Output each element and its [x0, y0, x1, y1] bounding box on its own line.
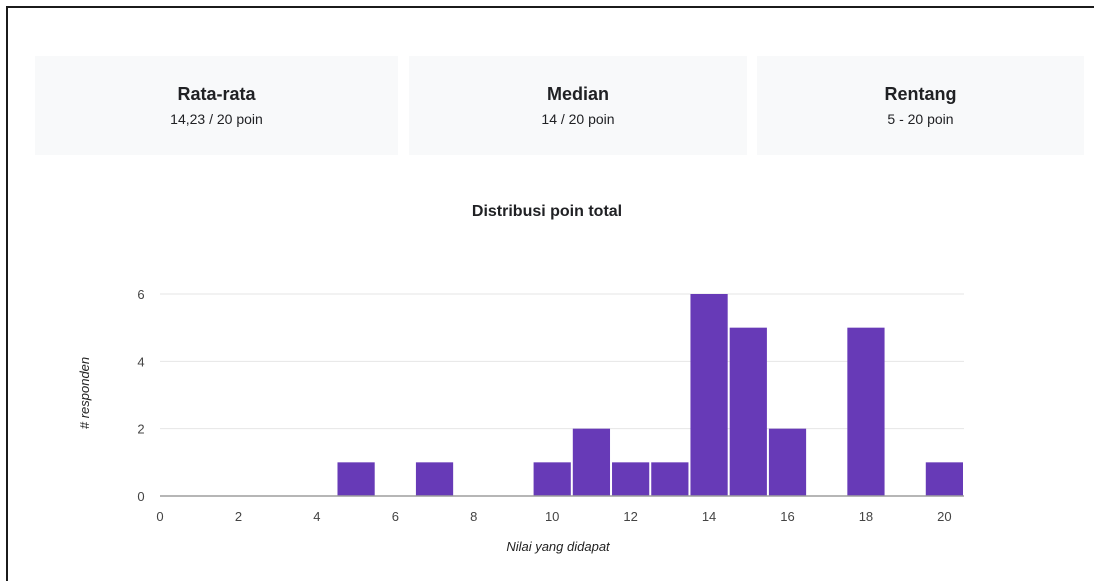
histogram-bar [768, 428, 807, 496]
histogram-bar [415, 462, 454, 496]
median-label: Median [546, 84, 609, 104]
x-tick-label: 0 [156, 509, 163, 524]
histogram-bar [612, 462, 650, 496]
y-tick-label: 2 [137, 422, 144, 437]
mean-value: 14,23 / 20 poin [170, 111, 263, 127]
median-value: 14 / 20 poin [541, 111, 615, 127]
y-tick-label: 4 [137, 354, 144, 369]
x-tick-label: 18 [859, 509, 873, 524]
histogram-bar [651, 462, 689, 496]
x-axis-title: Nilai yang didapat [506, 539, 611, 554]
x-tick-label: 12 [623, 509, 637, 524]
mean-summary-card: Rata-rata 14,23 / 20 poin [35, 56, 398, 155]
histogram-bar [729, 327, 767, 496]
histogram-bar [337, 462, 375, 496]
range-summary-card: Rentang 5 - 20 poin [757, 56, 1084, 155]
axes: 0 2 4 6 0 2 4 6 8 10 12 14 16 18 20 [137, 287, 964, 524]
histogram-bar [533, 462, 571, 496]
mean-label: Rata-rata [177, 84, 256, 104]
range-value: 5 - 20 poin [887, 111, 954, 127]
histogram-bars [337, 294, 963, 496]
histogram-bar [925, 462, 963, 496]
x-tick-label: 2 [235, 509, 242, 524]
x-tick-label: 16 [780, 509, 794, 524]
histogram-bar [572, 428, 611, 496]
x-tick-label: 14 [702, 509, 716, 524]
content-frame [6, 6, 1094, 581]
x-tick-label: 4 [313, 509, 320, 524]
x-tick-label: 10 [545, 509, 559, 524]
x-tick-label: 8 [470, 509, 477, 524]
chart-title: Distribusi poin total [471, 203, 623, 220]
histogram-bar [690, 294, 728, 496]
x-tick-label: 6 [392, 509, 399, 524]
histogram-bar [847, 327, 885, 496]
median-summary-card: Median 14 / 20 poin [409, 56, 747, 155]
x-tick-label: 20 [937, 509, 951, 524]
y-tick-label: 6 [137, 287, 144, 302]
y-tick-label: 0 [137, 489, 144, 504]
gridlines [160, 293, 964, 430]
range-label: Rentang [884, 84, 957, 104]
y-axis-title: # responden [77, 357, 92, 429]
